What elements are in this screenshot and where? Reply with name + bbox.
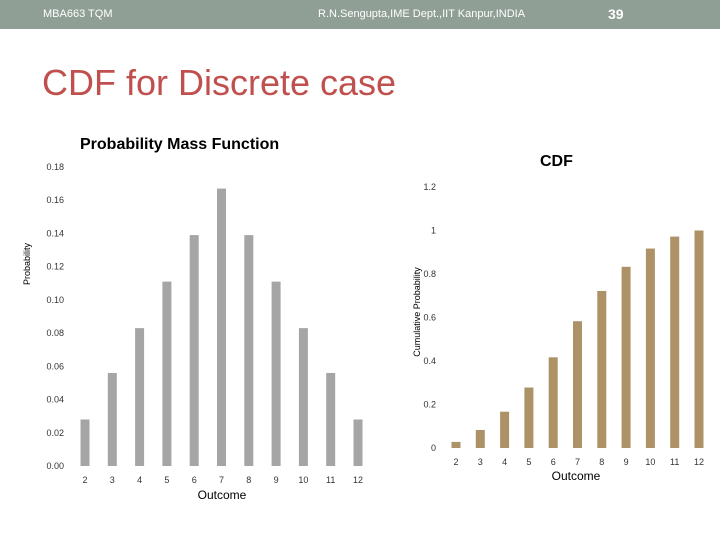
pmf-ytick-label: 0.00 [46, 461, 64, 471]
slide-title: CDF for Discrete case [42, 62, 397, 103]
cdf-ytick-label: 0.2 [423, 400, 436, 410]
pmf-ytick-label: 0.10 [46, 295, 64, 305]
cdf-xtick-label: 6 [551, 457, 556, 467]
pmf-xtick-label: 12 [353, 475, 363, 485]
pmf-bar [135, 328, 145, 466]
header-bar: MBA663 TQM R.N.Sengupta,IME Dept.,IIT Ka… [0, 0, 720, 29]
cdf-bar [670, 236, 680, 448]
pmf-ytick-label: 0.08 [46, 328, 64, 338]
cdf-ytick-label: 0.4 [423, 356, 436, 366]
cdf-xtick-label: 11 [670, 457, 679, 467]
cdf-bar [548, 357, 558, 448]
cdf-ytick-label: 1.2 [423, 182, 436, 192]
pmf-xtick-label: 2 [82, 475, 87, 485]
cdf-bar [500, 411, 510, 448]
author-info: R.N.Sengupta,IME Dept.,IIT Kanpur,INDIA [318, 8, 526, 20]
pmf-ytick-label: 0.06 [46, 361, 64, 371]
cdf-xtick-label: 8 [599, 457, 604, 467]
cdf-bar [451, 441, 461, 448]
pmf-bar [189, 235, 199, 466]
pmf-bar [80, 419, 90, 466]
pmf-xtick-label: 8 [246, 475, 251, 485]
pmf-xtick-label: 3 [110, 475, 115, 485]
pmf-bar [107, 372, 117, 466]
cdf-xaxis-label: Outcome [552, 469, 601, 483]
pmf-bar [244, 235, 254, 466]
pmf-bar [271, 281, 281, 466]
page-number: 39 [608, 6, 624, 22]
pmf-xtick-label: 9 [274, 475, 279, 485]
pmf-bar [217, 188, 226, 466]
cdf-bar [694, 230, 704, 448]
cdf-chart-title: CDF [540, 153, 573, 170]
pmf-ytick-label: 0.16 [46, 195, 64, 205]
cdf-bar [573, 321, 582, 448]
cdf-bar [645, 248, 655, 448]
cdf-xtick-label: 9 [624, 457, 629, 467]
pmf-xtick-label: 6 [192, 475, 197, 485]
cdf-bar [524, 387, 534, 448]
cdf-ytick-label: 0.6 [423, 313, 436, 323]
pmf-xtick-label: 11 [326, 475, 335, 485]
pmf-xtick-label: 7 [219, 475, 224, 485]
pmf-xaxis-label: Outcome [198, 488, 247, 502]
cdf-xtick-label: 2 [453, 457, 458, 467]
cdf-xtick-label: 5 [526, 457, 531, 467]
pmf-ytick-label: 0.04 [46, 395, 64, 405]
cdf-ytick-label: 0 [431, 443, 436, 453]
cdf-ytick-label: 0.8 [423, 269, 436, 279]
pmf-ytick-label: 0.18 [46, 162, 64, 172]
pmf-bar [326, 372, 336, 466]
pmf-ytick-label: 0.02 [46, 428, 64, 438]
pmf-bar [353, 419, 363, 466]
pmf-xtick-label: 10 [298, 475, 308, 485]
pmf-bar [298, 328, 308, 466]
cdf-xtick-label: 4 [502, 457, 507, 467]
cdf-bar [475, 429, 485, 448]
cdf-xtick-label: 12 [694, 457, 704, 467]
cdf-ytick-label: 1 [431, 226, 436, 236]
cdf-bar [621, 266, 631, 448]
pmf-chart-title: Probability Mass Function [80, 136, 280, 153]
course-code: MBA663 TQM [43, 8, 113, 20]
pmf-xtick-label: 5 [164, 475, 169, 485]
cdf-bar [597, 290, 607, 448]
pmf-ytick-label: 0.12 [46, 262, 64, 272]
cdf-xtick-label: 7 [575, 457, 580, 467]
cdf-yaxis-label: Cumulative Probability [412, 267, 422, 357]
cdf-xtick-label: 3 [478, 457, 483, 467]
pmf-xtick-label: 4 [137, 475, 142, 485]
pmf-bar [162, 281, 172, 466]
pmf-yaxis-label: Probability [22, 242, 32, 285]
cdf-xtick-label: 10 [645, 457, 655, 467]
pmf-ytick-label: 0.14 [46, 228, 64, 238]
